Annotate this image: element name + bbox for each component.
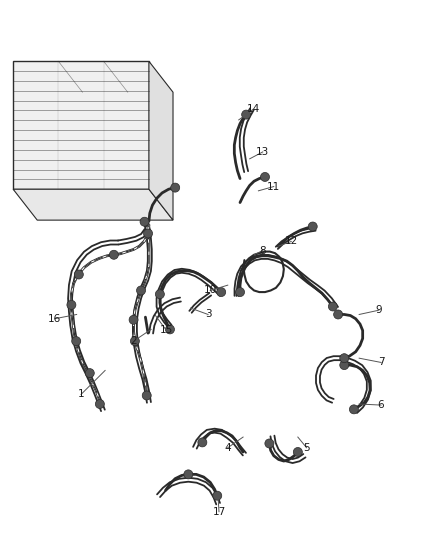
Circle shape	[236, 288, 244, 296]
Circle shape	[213, 491, 222, 500]
Text: 3: 3	[205, 310, 212, 319]
Text: 6: 6	[378, 400, 385, 410]
Text: 1: 1	[78, 390, 85, 399]
Circle shape	[265, 439, 274, 448]
Circle shape	[74, 270, 83, 279]
Circle shape	[198, 438, 207, 447]
Circle shape	[166, 325, 174, 334]
Text: 4: 4	[224, 443, 231, 453]
Circle shape	[95, 400, 104, 408]
Circle shape	[334, 310, 343, 319]
Circle shape	[293, 448, 302, 456]
Text: 16: 16	[48, 314, 61, 324]
Circle shape	[261, 173, 269, 181]
Circle shape	[67, 301, 76, 309]
Text: 2: 2	[130, 336, 137, 346]
Text: 5: 5	[303, 443, 310, 453]
Text: 7: 7	[378, 358, 385, 367]
Circle shape	[217, 288, 226, 296]
Circle shape	[340, 361, 349, 369]
Text: 13: 13	[256, 147, 269, 157]
Circle shape	[155, 290, 164, 298]
Circle shape	[129, 316, 138, 324]
Circle shape	[140, 217, 149, 226]
Circle shape	[340, 354, 349, 362]
Circle shape	[328, 302, 337, 311]
Circle shape	[85, 369, 94, 377]
Circle shape	[144, 229, 152, 238]
Circle shape	[142, 391, 151, 400]
Text: 10: 10	[204, 286, 217, 295]
Circle shape	[242, 110, 251, 119]
Polygon shape	[13, 189, 173, 220]
Polygon shape	[149, 61, 173, 220]
Circle shape	[308, 222, 317, 231]
Circle shape	[350, 405, 358, 414]
Text: 15: 15	[160, 326, 173, 335]
Text: 9: 9	[375, 305, 382, 315]
Circle shape	[72, 337, 81, 345]
Circle shape	[184, 470, 193, 479]
Text: 14: 14	[247, 104, 260, 114]
Circle shape	[171, 183, 180, 192]
Circle shape	[110, 251, 118, 259]
Text: 11: 11	[267, 182, 280, 191]
Text: 8: 8	[259, 246, 266, 255]
Text: 17: 17	[212, 507, 226, 516]
Text: 12: 12	[285, 237, 298, 246]
Circle shape	[131, 337, 139, 345]
Polygon shape	[13, 61, 149, 189]
Circle shape	[137, 286, 145, 295]
